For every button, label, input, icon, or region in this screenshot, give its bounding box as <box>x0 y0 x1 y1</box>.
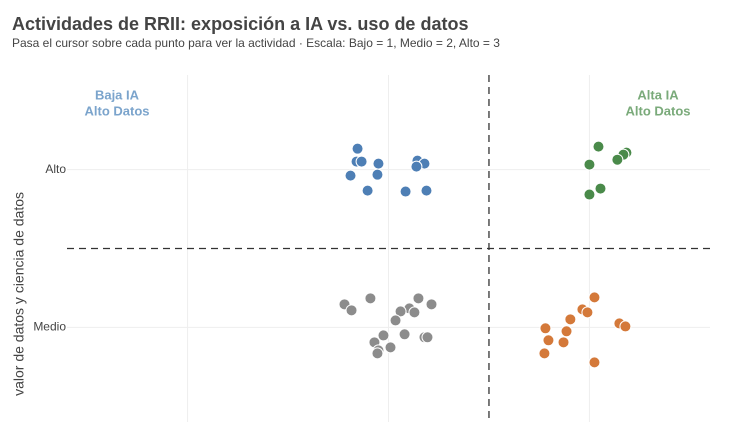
point <box>399 185 412 198</box>
point <box>425 298 438 311</box>
point <box>361 184 374 197</box>
point <box>557 336 570 349</box>
point <box>389 314 402 327</box>
point <box>372 157 385 170</box>
point <box>420 184 433 197</box>
point <box>581 306 594 319</box>
point <box>412 292 425 305</box>
point <box>384 341 397 354</box>
point <box>539 322 552 335</box>
y-tick-label: Medio <box>33 320 66 334</box>
point <box>351 142 364 155</box>
annotation: Alta IA <box>637 87 679 102</box>
point <box>355 155 368 168</box>
point <box>364 292 377 305</box>
point <box>588 291 601 304</box>
point <box>410 160 423 173</box>
annotation: Alto Datos <box>85 103 150 118</box>
point <box>594 182 607 195</box>
point <box>560 325 573 338</box>
point <box>538 347 551 360</box>
y-tick-label: Alto <box>45 162 66 176</box>
point <box>345 304 358 317</box>
point <box>542 334 555 347</box>
point <box>398 328 411 341</box>
point <box>564 313 577 326</box>
point <box>408 306 421 319</box>
point <box>344 169 357 182</box>
point <box>611 153 624 166</box>
point <box>371 168 384 181</box>
point <box>394 305 407 318</box>
point <box>421 331 434 344</box>
point <box>592 140 605 153</box>
annotation: Alto Datos <box>626 103 691 118</box>
point <box>588 356 601 369</box>
chart-subtitle: Pasa el cursor sobre cada punto para ver… <box>12 36 500 50</box>
point <box>377 329 390 342</box>
y-axis-label: valor de datos y ciencia de datos <box>11 192 27 396</box>
point <box>583 188 596 201</box>
annotation: Baja IA <box>95 87 140 102</box>
chart-title: Actividades de RRII: exposición a IA vs.… <box>12 14 468 34</box>
point <box>371 347 384 360</box>
point <box>583 158 596 171</box>
point <box>619 320 632 333</box>
